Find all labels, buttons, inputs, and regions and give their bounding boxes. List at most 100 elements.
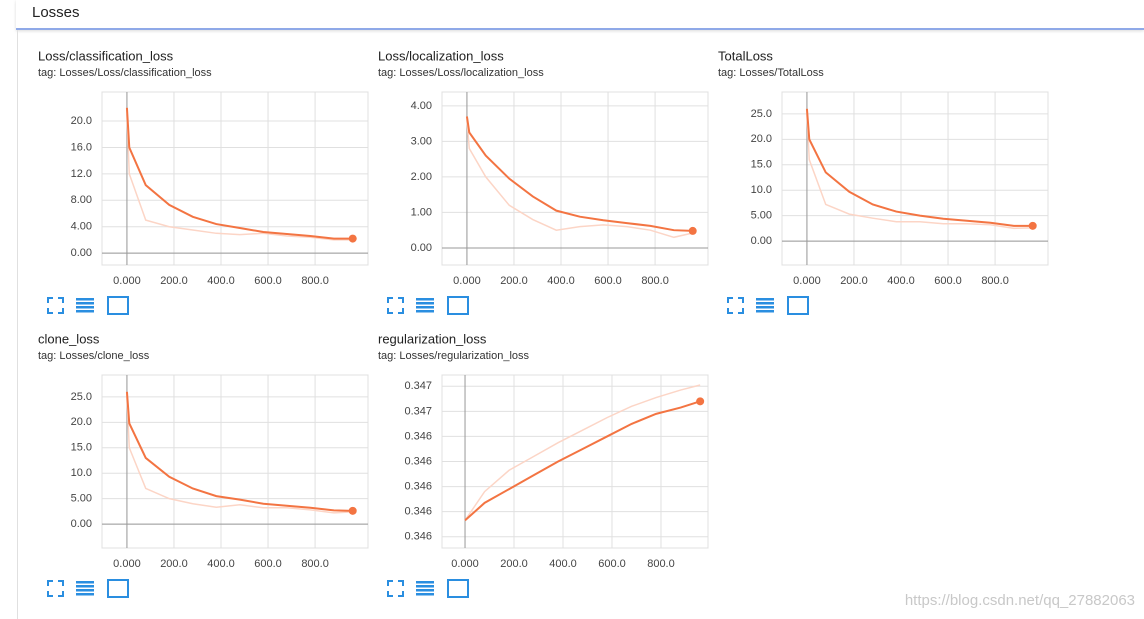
x-tick-label: 0.000 — [453, 275, 481, 287]
icon-bar — [416, 585, 434, 588]
fullscreen-button[interactable] — [47, 580, 64, 597]
fit-domain-button[interactable] — [787, 296, 809, 315]
icon-bar — [416, 306, 434, 309]
x-tick-label: 400.0 — [549, 558, 577, 570]
x-tick-label: 400.0 — [207, 558, 235, 570]
icon-bar — [76, 589, 94, 592]
y-tick-label: 20.0 — [751, 133, 772, 145]
x-tick-label: 800.0 — [301, 558, 329, 570]
y-tick-label: 16.0 — [71, 141, 92, 153]
y-tick-label: 20.0 — [71, 416, 92, 428]
sidebar-edge — [17, 30, 18, 619]
y-tick-label: 0.346 — [404, 430, 432, 442]
y-tick-label: 10.0 — [751, 184, 772, 196]
y-tick-label: 8.00 — [71, 194, 92, 206]
y-tick-label: 25.0 — [751, 108, 772, 120]
last-point — [348, 506, 357, 515]
last-point — [348, 234, 357, 243]
x-tick-label: 800.0 — [641, 275, 669, 287]
icon-bar — [416, 593, 434, 596]
raw-line — [464, 384, 701, 521]
x-tick-label: 0.000 — [793, 275, 821, 287]
fullscreen-button[interactable] — [727, 297, 744, 314]
smoothed-line — [464, 400, 701, 522]
y-tick-label: 0.00 — [71, 247, 92, 259]
y-tick-label: 5.00 — [751, 210, 772, 222]
y-tick-label: 10.0 — [71, 467, 92, 479]
smoothed-line — [125, 107, 353, 240]
icon-bar — [76, 593, 94, 596]
y-tick-label: 0.00 — [751, 235, 772, 247]
icon-bar — [416, 310, 434, 313]
x-tick-label: 400.0 — [207, 275, 235, 287]
x-tick-label: 200.0 — [160, 275, 188, 287]
x-tick-label: 0.000 — [451, 558, 479, 570]
toggle-log-button[interactable] — [416, 581, 434, 596]
y-tick-label: 25.0 — [71, 391, 92, 403]
icon-bar — [76, 302, 94, 305]
icon-bar — [416, 589, 434, 592]
chart-title: Loss/classification_loss — [38, 48, 174, 63]
raw-line — [126, 114, 353, 241]
icon-bar — [756, 310, 774, 313]
y-tick-label: 20.0 — [71, 115, 92, 127]
raw-line — [806, 113, 1033, 230]
plot-frame — [441, 91, 709, 266]
smoothed-line — [805, 108, 1033, 227]
fit-domain-button[interactable] — [447, 579, 469, 598]
icon-bar — [416, 302, 434, 305]
y-tick-label: 12.0 — [71, 168, 92, 180]
toggle-log-button[interactable] — [756, 298, 774, 313]
x-tick-label: 600.0 — [254, 558, 282, 570]
plot-frame — [101, 374, 369, 549]
icon-bar — [416, 298, 434, 301]
last-point — [696, 397, 705, 406]
toggle-log-button[interactable] — [76, 298, 94, 313]
header[interactable]: Losses — [16, 0, 1144, 30]
y-tick-label: 4.00 — [411, 100, 432, 112]
smoothed-line — [465, 116, 693, 232]
toggle-log-button[interactable] — [416, 298, 434, 313]
x-tick-label: 200.0 — [160, 558, 188, 570]
y-tick-label: 0.00 — [411, 242, 432, 254]
x-tick-label: 400.0 — [547, 275, 575, 287]
chart-title: TotalLoss — [718, 48, 773, 63]
x-tick-label: 600.0 — [598, 558, 626, 570]
y-tick-label: 15.0 — [71, 442, 92, 454]
x-tick-label: 400.0 — [887, 275, 915, 287]
fullscreen-button[interactable] — [387, 297, 404, 314]
x-tick-label: 200.0 — [500, 558, 528, 570]
x-tick-label: 200.0 — [500, 275, 528, 287]
x-tick-label: 800.0 — [981, 275, 1009, 287]
y-tick-label: 5.00 — [71, 493, 92, 505]
toggle-log-button[interactable] — [76, 581, 94, 596]
icon-bar — [76, 306, 94, 309]
x-tick-label: 600.0 — [594, 275, 622, 287]
y-tick-label: 0.346 — [404, 506, 432, 518]
fit-domain-button[interactable] — [447, 296, 469, 315]
chart-title: regularization_loss — [378, 331, 487, 346]
fit-domain-button[interactable] — [107, 579, 129, 598]
fit-domain-button[interactable] — [107, 296, 129, 315]
fullscreen-button[interactable] — [387, 580, 404, 597]
icon-bar — [76, 581, 94, 584]
y-tick-label: 0.346 — [404, 531, 432, 543]
x-tick-label: 800.0 — [301, 275, 329, 287]
icon-bar — [76, 298, 94, 301]
smoothed-line — [125, 391, 353, 512]
icon-bar — [416, 581, 434, 584]
chart-subtitle: tag: Losses/clone_loss — [38, 350, 150, 362]
raw-line — [126, 396, 353, 514]
y-tick-label: 4.00 — [71, 221, 92, 233]
y-tick-label: 2.00 — [411, 171, 432, 183]
fullscreen-button[interactable] — [47, 297, 64, 314]
y-tick-label: 3.00 — [411, 135, 432, 147]
y-tick-label: 15.0 — [751, 159, 772, 171]
raw-line — [466, 120, 693, 239]
x-tick-label: 0.000 — [113, 558, 141, 570]
y-tick-label: 0.346 — [404, 480, 432, 492]
chart-subtitle: tag: Losses/Loss/classification_loss — [38, 67, 212, 79]
x-tick-label: 0.000 — [113, 275, 141, 287]
y-tick-label: 0.00 — [71, 518, 92, 530]
